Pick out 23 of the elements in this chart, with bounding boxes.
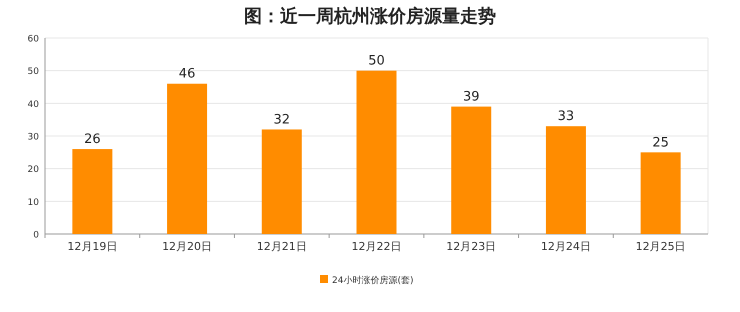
data-label: 39 [462,90,480,105]
x-tick-label: 12月25日 [636,240,686,253]
y-tick-label: 50 [28,67,40,78]
x-tick-label: 12月21日 [256,240,307,253]
x-tick-label: 12月23日 [446,240,496,253]
data-label: 33 [558,109,574,124]
legend-label: 24小时涨价房源(套) [332,275,414,286]
y-tick-label: 0 [33,230,40,240]
y-tick-label: 30 [28,132,40,142]
y-tick-label: 20 [28,165,40,176]
y-tick-label: 60 [28,34,40,44]
data-label: 25 [652,135,669,150]
x-tick-label: 12月22日 [352,240,402,253]
x-tick-label: 12月19日 [67,240,118,253]
x-tick-label: 12月24日 [540,240,591,253]
y-tick-label: 40 [28,100,40,110]
y-tick-label: 10 [28,198,40,208]
data-label: 46 [178,66,196,82]
data-label: 50 [368,54,385,69]
data-label: 26 [84,132,101,148]
title: 图：近一周杭州涨价房源量走势 [244,6,496,27]
data-label: 32 [274,112,290,128]
x-tick-label: 12月20日 [162,240,212,253]
